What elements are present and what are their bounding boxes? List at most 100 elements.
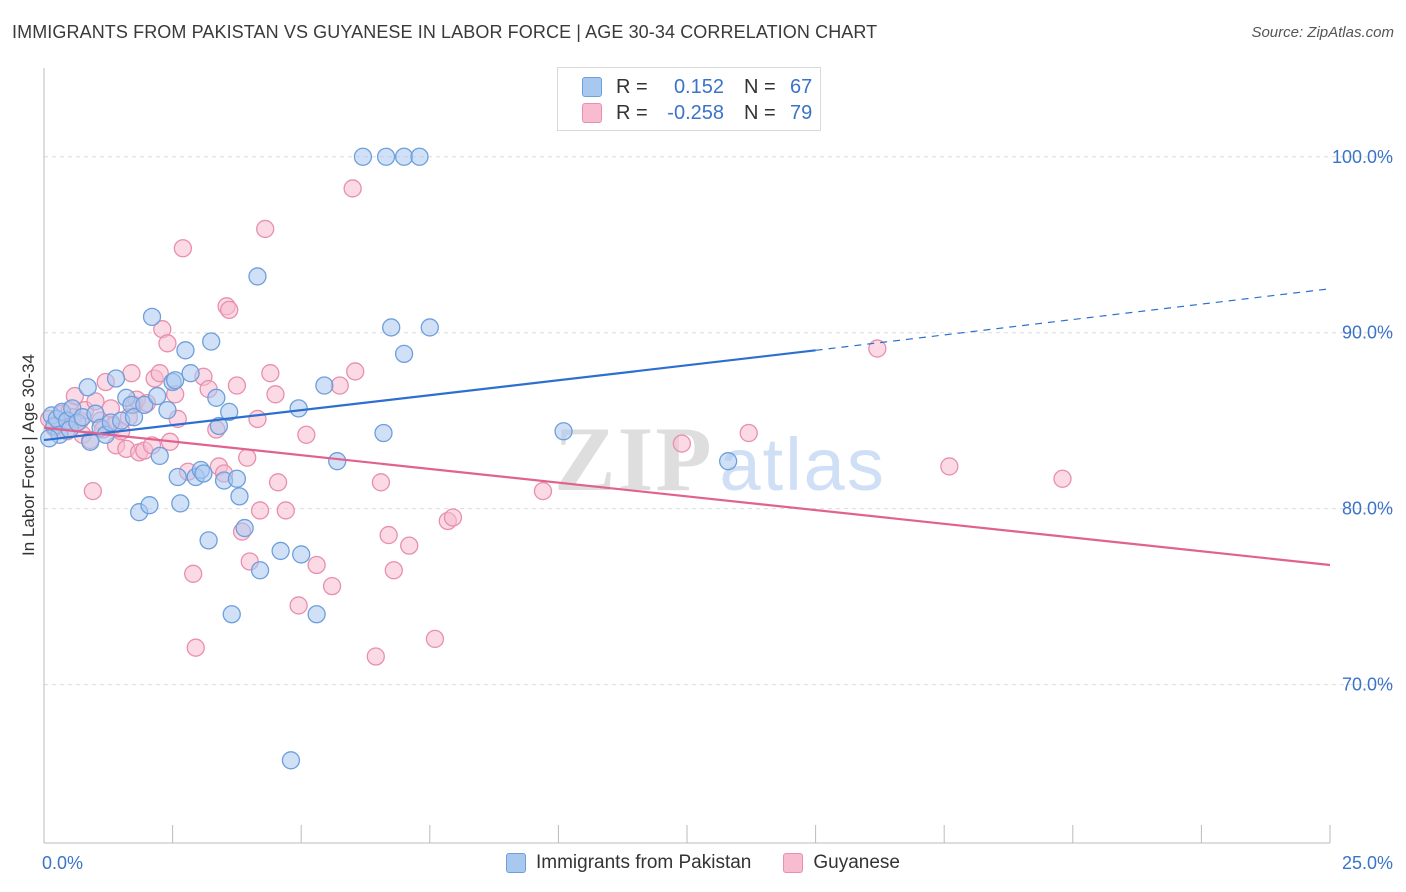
data-point [1053, 469, 1072, 488]
data-point [533, 481, 553, 501]
data-point [220, 300, 239, 320]
data-point [227, 469, 247, 488]
data-point [176, 341, 195, 360]
x-tick-label-min: 0.0% [42, 853, 83, 873]
data-point [150, 364, 169, 383]
n-label: N = [744, 101, 776, 124]
pakistan-swatch [582, 77, 602, 97]
data-point [209, 416, 229, 436]
data-point [202, 332, 221, 351]
data-point [148, 386, 167, 406]
n-value: 67 [790, 75, 813, 98]
data-point [376, 147, 396, 166]
data-point [250, 501, 270, 520]
data-point [281, 751, 301, 770]
data-point [256, 219, 275, 239]
r-value: 0.152 [673, 75, 724, 98]
data-point [150, 446, 169, 466]
data-point [307, 605, 326, 624]
y-tick-label: 70.0% [1342, 675, 1393, 695]
data-point [199, 531, 218, 550]
data-point [186, 638, 205, 657]
legend-row-guyanese: R = -0.258 N = 79 [582, 100, 812, 126]
x-tick-label-max: 25.0% [1342, 853, 1393, 873]
data-point [235, 518, 254, 538]
data-point [222, 605, 241, 624]
data-point [346, 362, 365, 381]
data-point [142, 307, 162, 327]
data-point [230, 487, 249, 506]
data-point [410, 147, 429, 166]
data-point [371, 473, 391, 492]
y-axis-label: In Labor Force | Age 30-34 [19, 354, 38, 556]
legend-item-guyanese: Guyanese [783, 852, 900, 874]
data-point [266, 385, 285, 404]
data-point [248, 409, 267, 429]
data-point [166, 371, 185, 390]
data-point [739, 423, 758, 443]
data-point [106, 369, 126, 388]
data-point [394, 147, 414, 166]
data-point [168, 467, 187, 487]
data-point [292, 545, 311, 564]
y-tick-label: 80.0% [1342, 499, 1393, 519]
data-point [268, 473, 288, 492]
data-point [173, 239, 193, 258]
data-point [238, 448, 257, 467]
trend-line [43, 426, 1331, 567]
data-point [315, 376, 334, 395]
y-tick-label: 90.0% [1342, 323, 1393, 343]
r-value: -0.258 [667, 101, 724, 124]
data-point [289, 596, 308, 615]
data-point [140, 496, 159, 515]
data-point [135, 395, 154, 415]
chart-source: Source: ZipAtlas.com [1251, 24, 1394, 41]
data-point [181, 364, 200, 383]
data-point [124, 408, 144, 427]
correlation-legend: R = 0.152 N = 67 R = -0.258 N = 79 [557, 67, 821, 131]
trend-layer [43, 288, 1331, 567]
legend-label-guyanese: Guyanese [813, 852, 901, 873]
watermark-zip: ZIP [554, 408, 713, 510]
axis-layer: 70.0% 80.0% 90.0% 100.0% [43, 68, 1393, 844]
data-point [382, 318, 401, 337]
data-point [400, 536, 419, 555]
data-point [158, 334, 177, 353]
data-point [940, 457, 959, 476]
legend-item-pakistan: Immigrants from Pakistan [505, 852, 752, 874]
data-point [425, 629, 445, 649]
legend-row-pakistan: R = 0.152 N = 67 [582, 74, 812, 100]
data-point [353, 147, 373, 166]
data-point [374, 423, 393, 443]
data-point [184, 564, 203, 583]
data-point [171, 494, 190, 513]
data-point [83, 481, 103, 501]
data-point [227, 376, 247, 395]
data-point [719, 452, 738, 471]
guyanese-swatch [783, 853, 804, 873]
legend-label-pakistan: Immigrants from Pakistan [535, 852, 752, 873]
data-point [248, 267, 267, 286]
data-point [394, 344, 414, 363]
n-label: N = [744, 75, 776, 98]
pakistan-swatch [505, 853, 526, 873]
data-point [330, 376, 349, 395]
data-point [289, 399, 308, 418]
data-point [420, 318, 439, 337]
trend-line-extension [815, 288, 1331, 351]
data-point [366, 647, 385, 666]
data-point [343, 179, 362, 198]
data-point [122, 364, 141, 383]
data-point [276, 501, 295, 520]
data-point [271, 541, 290, 561]
data-point [78, 378, 97, 397]
data-point [307, 555, 326, 575]
data-point [194, 464, 213, 483]
r-label: R = [616, 75, 648, 98]
data-point [384, 561, 403, 580]
pakistan-points [39, 147, 738, 770]
chart-title: IMMIGRANTS FROM PAKISTAN VS GUYANESE IN … [12, 22, 878, 42]
data-point [250, 561, 270, 580]
data-point [554, 422, 573, 441]
data-point [328, 452, 347, 471]
